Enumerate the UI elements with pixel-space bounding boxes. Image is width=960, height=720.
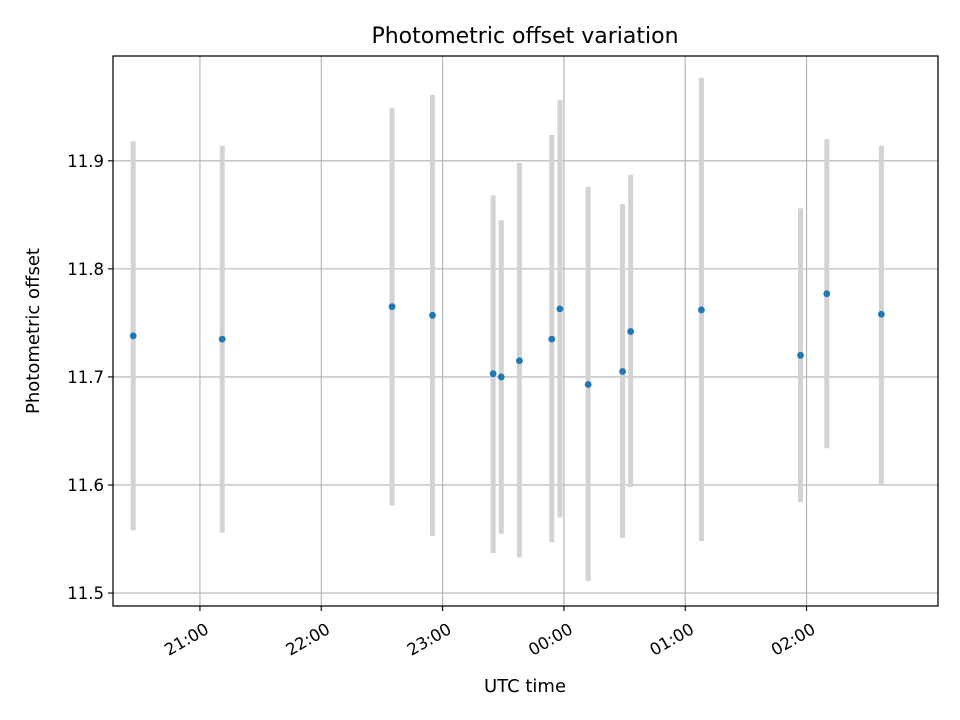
- data-point: [556, 305, 564, 313]
- y-tick-label: 11.8: [67, 260, 104, 279]
- x-tick-label: 02:00: [768, 619, 819, 659]
- y-tick-label: 11.9: [67, 152, 104, 171]
- data-point: [698, 306, 705, 314]
- data-point: [627, 328, 635, 335]
- data-point: [218, 335, 226, 343]
- x-tick-label: 23:00: [404, 619, 455, 659]
- x-tick-label: 21:00: [161, 619, 212, 659]
- chart-title: Photometric offset variation: [371, 24, 678, 49]
- data-point: [619, 368, 626, 375]
- data-point: [877, 310, 885, 318]
- data-point: [388, 303, 396, 311]
- data-point: [516, 357, 523, 365]
- data-point: [489, 370, 497, 378]
- y-tick-label: 11.7: [67, 368, 104, 387]
- grid-lines: [113, 56, 938, 606]
- data-point: [129, 332, 137, 340]
- plot-frame: [112, 55, 939, 607]
- error-bars: [130, 77, 884, 582]
- data-point: [823, 290, 831, 298]
- y-tick-label: 11.5: [67, 584, 104, 603]
- data-point: [497, 373, 505, 381]
- x-tick-label: 01:00: [647, 619, 698, 659]
- x-tick-label: 22:00: [283, 619, 334, 659]
- data-point: [797, 351, 804, 359]
- data-point: [548, 335, 556, 343]
- data-points: [129, 290, 885, 388]
- data-point: [584, 381, 592, 388]
- data-point: [429, 311, 436, 319]
- y-tick-label: 11.6: [67, 476, 104, 495]
- x-axis-label: UTC time: [484, 676, 566, 697]
- y-axis-label: Photometric offset: [23, 248, 44, 414]
- x-tick-label: 00:00: [525, 619, 576, 659]
